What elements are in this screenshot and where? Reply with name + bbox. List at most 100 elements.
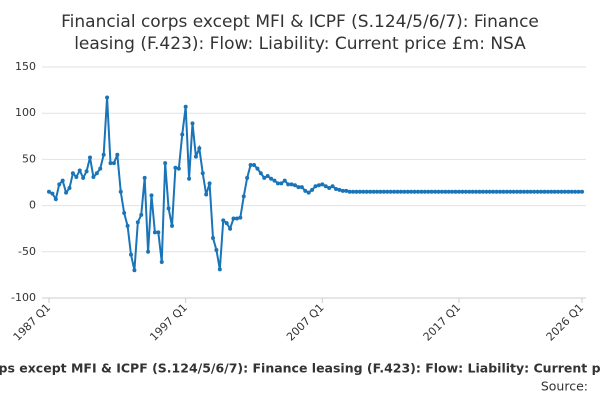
data-point (316, 183, 321, 188)
data-point (303, 188, 308, 193)
data-point (163, 161, 168, 166)
data-point (498, 189, 502, 194)
data-point (532, 189, 537, 194)
data-point (289, 182, 294, 187)
data-point (521, 189, 526, 194)
data-point (539, 189, 543, 194)
data-point (559, 189, 564, 194)
data-point (385, 189, 390, 194)
x-tick-label: 2026 Q1 (544, 301, 587, 344)
data-point (429, 189, 434, 194)
data-point (221, 218, 226, 223)
x-tick-label: 2007 Q1 (284, 301, 327, 344)
data-point (371, 189, 376, 194)
data-point (156, 230, 161, 235)
data-point (375, 189, 379, 194)
data-point (515, 189, 520, 194)
data-point (50, 191, 55, 196)
data-point (576, 189, 581, 194)
data-point (296, 185, 301, 190)
data-point (433, 189, 438, 194)
data-point (146, 249, 151, 254)
data-point (118, 189, 123, 194)
data-point (569, 189, 574, 194)
data-point (159, 259, 164, 264)
data-point (152, 230, 157, 235)
data-point (115, 152, 120, 157)
y-tick-label: -100 (11, 291, 36, 304)
data-point (518, 189, 523, 194)
data-point (125, 223, 130, 228)
data-point (334, 186, 338, 191)
data-point (381, 189, 386, 194)
chart-title: Financial corps except MFI & ICPF (S.124… (61, 12, 539, 32)
data-point (416, 189, 420, 194)
data-point (361, 189, 366, 194)
x-tick-label: 1997 Q1 (147, 301, 190, 344)
y-tick-label: 150 (15, 60, 36, 73)
data-point (566, 189, 571, 194)
data-point (262, 175, 267, 180)
data-point (252, 162, 256, 167)
data-point (88, 155, 92, 160)
data-point (528, 189, 533, 194)
x-tick-label: 1987 Q1 (11, 301, 54, 344)
data-line (48, 97, 582, 271)
y-tick-label: 100 (15, 106, 36, 119)
data-point (275, 181, 280, 186)
data-point (94, 171, 99, 176)
data-point (460, 189, 465, 194)
data-point (378, 189, 383, 194)
data-point (197, 146, 202, 151)
data-point (327, 186, 332, 191)
data-point (70, 171, 75, 176)
data-point (91, 174, 96, 179)
data-point (207, 181, 212, 186)
data-point (484, 189, 489, 194)
data-point (542, 189, 547, 194)
data-point (443, 189, 448, 194)
data-point (142, 175, 147, 180)
y-tick-label: 0 (29, 199, 36, 212)
data-point (187, 176, 192, 181)
data-point (354, 189, 359, 194)
data-point (286, 182, 291, 187)
data-point (255, 166, 260, 171)
data-point (392, 189, 397, 194)
data-point (422, 189, 427, 194)
data-point (183, 104, 188, 109)
data-point (67, 186, 72, 191)
data-point (395, 189, 400, 194)
data-point (439, 189, 444, 194)
data-point (337, 187, 342, 192)
data-point (47, 189, 51, 194)
data-point (573, 189, 578, 194)
data-point (293, 183, 297, 188)
data-point (231, 216, 236, 221)
chart-title: leasing (F.423): Flow: Liability: Curren… (74, 34, 526, 54)
data-point (409, 189, 414, 194)
footer-title: Financial corps except MFI & ICPF (S.124… (0, 361, 600, 376)
data-point (57, 182, 62, 187)
data-point (217, 267, 222, 272)
data-point (419, 189, 424, 194)
data-point (463, 189, 468, 194)
data-point (562, 189, 567, 194)
data-point (368, 189, 373, 194)
data-point (480, 189, 485, 194)
data-point (545, 189, 550, 194)
data-point (176, 166, 181, 171)
data-point (258, 171, 263, 176)
data-point (388, 189, 393, 194)
data-point (279, 181, 284, 186)
data-point (511, 189, 516, 194)
data-point (436, 189, 441, 194)
data-point (340, 188, 345, 193)
data-point (60, 178, 65, 183)
data-point (248, 162, 253, 167)
data-point (580, 189, 584, 194)
data-point (344, 188, 349, 193)
data-point (204, 192, 209, 197)
data-point (299, 185, 304, 190)
data-point (501, 189, 506, 194)
